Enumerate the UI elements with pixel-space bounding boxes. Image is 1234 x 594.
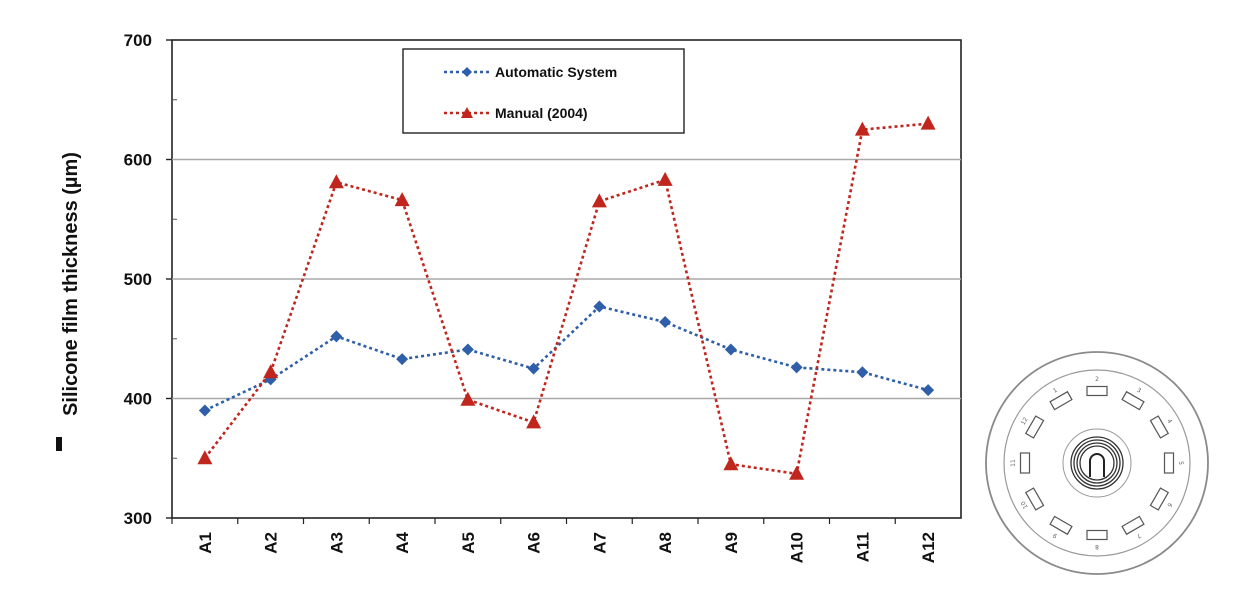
sample-slot <box>1024 415 1045 439</box>
slot-label: 2 <box>1095 376 1099 383</box>
hub-circle <box>1076 442 1118 484</box>
data-point <box>461 343 474 356</box>
legend-marker <box>462 67 472 77</box>
data-point <box>724 343 737 356</box>
plate-inner-ring <box>1003 369 1191 557</box>
data-point <box>263 364 279 379</box>
y-tick-label: 600 <box>124 151 152 170</box>
x-tick-label: A1 <box>196 532 215 554</box>
slot-label: 9 <box>1052 531 1059 539</box>
slot-label: 1 <box>1052 387 1059 395</box>
x-tick-label: A2 <box>262 532 281 554</box>
legend-marker <box>461 107 473 118</box>
x-tick-label: A5 <box>459 532 478 554</box>
x-axis: A1 A2 A3 A4 A5 A6 A7 A8 A9 A10 A11 A12 <box>171 518 938 563</box>
data-point <box>723 456 739 471</box>
y-tick-label: 400 <box>124 390 152 409</box>
y-label-marker <box>56 437 62 451</box>
y-tick-label: 500 <box>124 270 152 289</box>
data-point <box>197 450 213 465</box>
data-point <box>856 366 869 379</box>
legend-label: Manual (2004) <box>495 105 588 121</box>
data-point <box>330 330 343 343</box>
sample-slot <box>1019 452 1031 474</box>
data-point <box>789 465 805 480</box>
sample-slot <box>1024 487 1045 511</box>
sample-slot <box>1049 390 1073 411</box>
sample-slot <box>1086 385 1108 397</box>
data-point <box>657 171 673 186</box>
slot-label: 11 <box>1010 459 1017 467</box>
y-axis-label-group: Silicone film thickness (µm) <box>56 152 82 451</box>
data-point <box>328 174 344 189</box>
slot-label: 6 <box>1165 501 1173 508</box>
data-point <box>396 353 409 366</box>
sample-slot <box>1121 515 1145 536</box>
series-line <box>204 305 929 412</box>
series-line <box>203 122 929 476</box>
x-tick-label: A8 <box>656 532 675 554</box>
hub-circle <box>1079 445 1115 481</box>
data-point <box>659 316 672 329</box>
sample-slot <box>1086 529 1108 541</box>
series-2 <box>197 115 936 480</box>
x-tick-label: A7 <box>590 532 609 554</box>
slot-label: 3 <box>1135 387 1142 395</box>
x-tick-label: A12 <box>919 532 938 563</box>
x-tick-label: A6 <box>525 532 544 554</box>
y-tick-label: 700 <box>124 31 152 50</box>
data-point <box>854 121 870 136</box>
series-layer <box>197 115 936 480</box>
data-point <box>920 115 936 130</box>
data-point <box>460 391 476 406</box>
legend-box <box>402 48 685 134</box>
y-axis: 300 400 500 600 700 <box>124 31 177 528</box>
x-tick-label: A4 <box>393 531 412 553</box>
slot-label: 5 <box>1177 461 1184 465</box>
slot-label: 7 <box>1135 531 1142 539</box>
data-point <box>526 414 542 429</box>
slot-label: 4 <box>1165 418 1173 425</box>
slot-label: 10 <box>1020 500 1030 510</box>
data-point <box>198 404 211 417</box>
hub-ring <box>1062 428 1132 498</box>
y-tick-label: 300 <box>124 509 152 528</box>
x-tick-label: A9 <box>722 532 741 554</box>
data-point <box>527 362 540 375</box>
slot-label: 12 <box>1020 416 1030 426</box>
sample-position-diagram: 2 3 4 5 6 7 8 9 10 11 12 1 <box>985 351 1209 575</box>
slot-label: 8 <box>1095 543 1099 550</box>
sample-slot <box>1149 487 1170 511</box>
grid-lines <box>172 158 961 400</box>
hub-clip <box>1089 453 1105 477</box>
sample-slot <box>1049 515 1073 536</box>
hub-circle <box>1073 439 1121 487</box>
x-tick-label: A10 <box>788 532 807 563</box>
data-point <box>593 300 606 313</box>
y-axis-label: Silicone film thickness (µm) <box>60 152 82 416</box>
hub-circle <box>1070 436 1124 490</box>
x-tick-label: A3 <box>327 532 346 554</box>
data-point <box>591 193 607 208</box>
x-tick-label: A11 <box>853 532 872 562</box>
sample-slot <box>1149 415 1170 439</box>
series-1 <box>198 300 935 417</box>
legend: Automatic System Manual (2004) <box>402 48 685 134</box>
sample-slot <box>1121 390 1145 411</box>
data-point <box>394 192 410 207</box>
data-point <box>922 384 935 397</box>
legend-label: Automatic System <box>495 64 617 80</box>
data-point <box>790 361 803 374</box>
sample-slot <box>1163 452 1175 474</box>
